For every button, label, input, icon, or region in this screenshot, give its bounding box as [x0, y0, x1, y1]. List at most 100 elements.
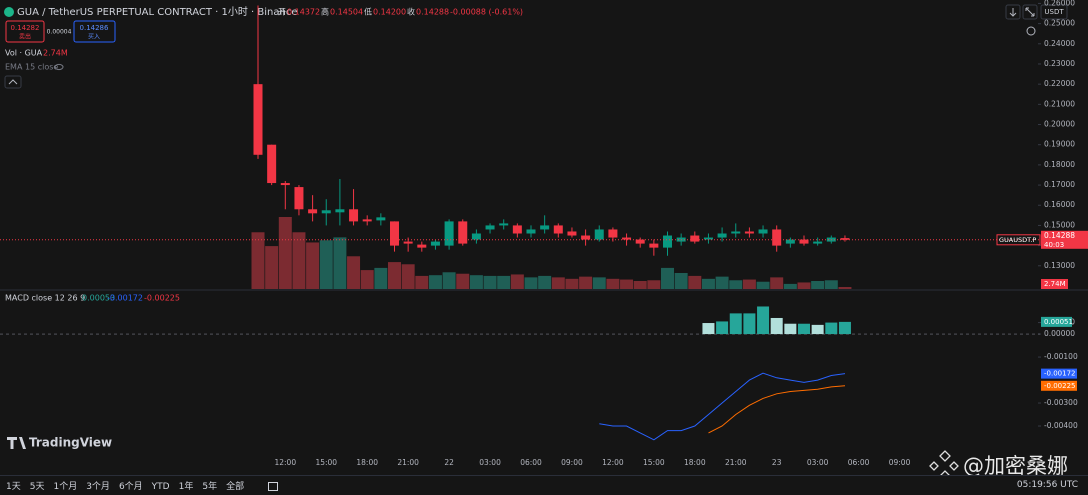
- y-tick-label: 0.00000: [1044, 329, 1075, 338]
- timeframe-button[interactable]: 1个月: [53, 482, 78, 492]
- timeframe-button[interactable]: 全部: [226, 482, 245, 492]
- collapse-button[interactable]: [4, 75, 22, 89]
- volume-bar: [742, 279, 756, 289]
- y-tick-label: 0.18000: [1044, 160, 1075, 169]
- timeframe-button[interactable]: 3个月: [86, 482, 110, 492]
- volume-bar: [292, 232, 306, 289]
- x-tick-label: 23: [772, 458, 782, 467]
- reset-icon[interactable]: [1026, 26, 1036, 36]
- histogram-bar: [784, 323, 797, 335]
- y-tick-label: 0.25000: [1044, 19, 1075, 28]
- volume-bar: [729, 280, 743, 289]
- candle-body: [758, 229, 768, 234]
- candle-body: [403, 241, 413, 244]
- histogram-bar: [838, 321, 851, 335]
- ohlc-value: 0.14200: [373, 8, 406, 17]
- candle-body: [717, 233, 727, 238]
- price-label-countdown: 40:03: [1044, 241, 1064, 249]
- candle-body: [471, 233, 481, 240]
- x-tick-label: 15:00: [315, 458, 337, 467]
- candle-body: [731, 231, 741, 234]
- volume-label: 2.74M: [1044, 280, 1066, 288]
- candle-body: [622, 237, 632, 240]
- background: [0, 0, 1088, 475]
- candle-body: [390, 221, 399, 246]
- histogram-bar: [798, 323, 810, 335]
- y-tick-label: 0.13000: [1044, 261, 1075, 270]
- currency: USDT: [1044, 8, 1064, 16]
- ema-legend: EMA 15 close: [5, 63, 58, 72]
- volume-legend: Vol · GUA: [5, 49, 43, 58]
- candle-body: [744, 231, 754, 234]
- volume-bar: [756, 281, 770, 289]
- candle-body: [690, 235, 700, 242]
- histogram-bar: [811, 324, 824, 335]
- volume-bar: [497, 275, 511, 289]
- histogram-bar: [729, 313, 742, 335]
- y-tick-label: -0.00300: [1044, 398, 1078, 407]
- volume-bar: [647, 280, 661, 289]
- ohlc-value: 0.14288: [416, 8, 449, 17]
- x-tick-label: 18:00: [356, 458, 378, 467]
- x-tick-label: 12:00: [274, 458, 296, 467]
- macd-line: [708, 385, 846, 434]
- macd-title: MACD close 12 26 9: [5, 294, 85, 303]
- signal-line-legend: -0.00225: [144, 294, 180, 303]
- eye-icon[interactable]: [54, 63, 64, 71]
- candle-body: [663, 235, 672, 248]
- ohlc-label: 收: [407, 7, 415, 17]
- macd-line-legend: -0.00172: [107, 294, 143, 303]
- volume-bar: [592, 277, 606, 289]
- x-tick-label: 22: [444, 458, 454, 467]
- candle-body: [553, 225, 563, 234]
- volume-legend-value: 2.74M: [43, 49, 68, 58]
- download-icon: [1009, 8, 1017, 17]
- volume-bar: [633, 281, 647, 289]
- volume-bar: [538, 275, 552, 289]
- volume-bar: [838, 287, 852, 289]
- timeframe-button[interactable]: 1天: [6, 482, 21, 492]
- chart-area: GUA / TetherUS PERPETUAL CONTRACT · 1小时 …: [0, 0, 1088, 475]
- timeframe-button[interactable]: YTD: [151, 482, 170, 492]
- watermark-logo: [929, 450, 959, 475]
- candle-body: [840, 238, 850, 240]
- fullscreen-button[interactable]: [1022, 4, 1038, 20]
- volume-bar: [347, 256, 361, 289]
- timeframe-button[interactable]: 6个月: [118, 482, 143, 492]
- watermark: @加密桑娜: [963, 454, 1068, 475]
- y-tick-label: 0.20000: [1044, 120, 1075, 129]
- sell-button[interactable]: [5, 20, 45, 43]
- y-tick-label: -0.00400: [1044, 421, 1078, 430]
- candle-body: [444, 221, 454, 246]
- volume-bar: [483, 275, 497, 289]
- volume-bar: [620, 279, 634, 289]
- brand: TradingView: [29, 436, 112, 450]
- sell-price: 0.14282: [11, 24, 40, 32]
- candle-body: [608, 229, 618, 238]
- x-tick-label: 21:00: [725, 458, 747, 467]
- ohlc-value: 0.14504: [330, 8, 363, 17]
- currency-button[interactable]: [1040, 4, 1068, 20]
- candle-body: [703, 237, 713, 240]
- volume-bar: [783, 283, 797, 289]
- volume-bar: [306, 242, 320, 289]
- volume-bar: [360, 270, 374, 289]
- volume-bar: [551, 277, 565, 289]
- volume-bar: [374, 267, 388, 289]
- buy-button[interactable]: [73, 20, 116, 43]
- candle-body: [294, 187, 304, 210]
- download-button[interactable]: [1005, 4, 1021, 20]
- candle-body: [349, 209, 359, 222]
- volume-bar: [278, 217, 292, 289]
- buy-label: 买入: [88, 33, 100, 41]
- y-tick-label: 0.19000: [1044, 140, 1075, 149]
- price-label-symbol: GUAUSDT.P: [999, 236, 1036, 244]
- x-tick-label: 03:00: [807, 458, 829, 467]
- timeframe-button[interactable]: 5年: [202, 482, 218, 492]
- timeframe-button[interactable]: 1年: [178, 482, 194, 492]
- timeframe-button[interactable]: 5天: [29, 482, 45, 492]
- volume-bar: [265, 246, 279, 289]
- series-axis-label: -0.00172: [1044, 370, 1075, 378]
- calendar-button[interactable]: [267, 480, 279, 492]
